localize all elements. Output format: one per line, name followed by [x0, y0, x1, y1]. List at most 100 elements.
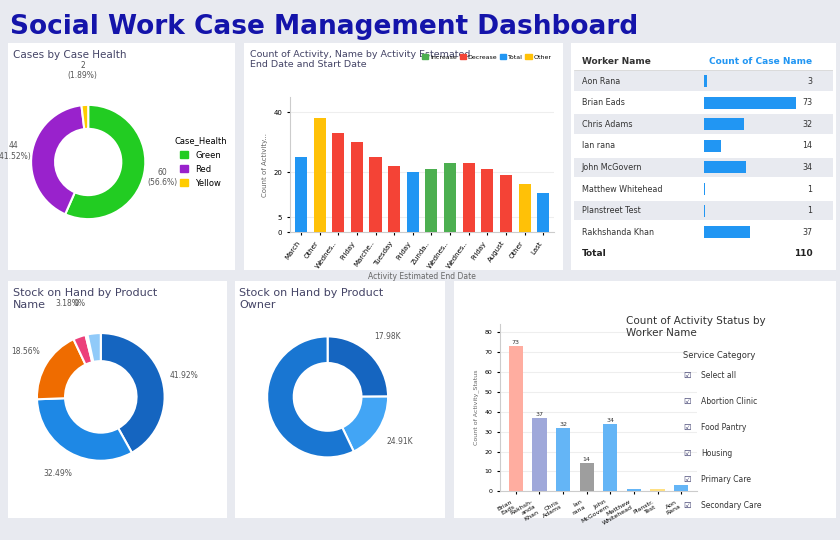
Text: ☑: ☑	[683, 372, 690, 380]
Text: 3.18%: 3.18%	[55, 299, 80, 308]
Legend: Increase, Decrease, Total, Other: Increase, Decrease, Total, Other	[420, 52, 554, 62]
Wedge shape	[328, 336, 388, 397]
Text: 110: 110	[794, 249, 812, 258]
Text: 73: 73	[512, 340, 520, 345]
Text: Social Work Case Management Dashboard: Social Work Case Management Dashboard	[10, 14, 638, 39]
Text: 41.92%: 41.92%	[170, 371, 198, 380]
FancyBboxPatch shape	[574, 93, 833, 112]
Bar	[650, 489, 664, 491]
Text: Total: Total	[581, 249, 606, 258]
FancyBboxPatch shape	[704, 183, 705, 195]
Bar	[332, 133, 344, 232]
Bar	[351, 142, 363, 232]
Y-axis label: Count of Activity_Status: Count of Activity_Status	[473, 370, 479, 446]
Bar	[518, 184, 531, 232]
FancyBboxPatch shape	[574, 222, 833, 242]
Text: 32.49%: 32.49%	[43, 469, 72, 478]
Text: 73: 73	[802, 98, 812, 107]
Text: 18.56%: 18.56%	[11, 347, 39, 356]
FancyBboxPatch shape	[704, 205, 705, 217]
Text: Brian Eads: Brian Eads	[581, 98, 624, 107]
Text: Matthew Whitehead: Matthew Whitehead	[581, 185, 662, 193]
X-axis label: Activity Estimated End Date: Activity Estimated End Date	[368, 272, 476, 281]
Text: John McGovern: John McGovern	[581, 163, 642, 172]
Text: 1: 1	[807, 206, 812, 215]
Wedge shape	[74, 335, 92, 365]
Text: ☑: ☑	[683, 449, 690, 458]
Bar	[537, 193, 549, 232]
Wedge shape	[81, 105, 88, 129]
Bar	[627, 489, 641, 491]
Text: Cases by Case Health: Cases by Case Health	[13, 50, 127, 60]
FancyBboxPatch shape	[574, 158, 833, 177]
Bar	[556, 428, 570, 491]
Text: 24.91K: 24.91K	[386, 437, 412, 447]
Legend: Green, Red, Yellow: Green, Red, Yellow	[171, 133, 230, 191]
Bar	[580, 463, 594, 491]
Text: Select all: Select all	[701, 372, 737, 380]
Bar	[500, 175, 512, 232]
Wedge shape	[87, 333, 101, 362]
Text: 14: 14	[583, 457, 591, 462]
FancyBboxPatch shape	[574, 201, 833, 220]
Bar	[388, 166, 400, 232]
FancyBboxPatch shape	[704, 97, 795, 109]
FancyBboxPatch shape	[574, 136, 833, 156]
Text: Count of Activity Status by
Worker Name: Count of Activity Status by Worker Name	[626, 316, 765, 338]
Text: 2
(1.89%): 2 (1.89%)	[68, 61, 97, 80]
Text: Stock on Hand by Product
Owner: Stock on Hand by Product Owner	[239, 288, 384, 309]
FancyBboxPatch shape	[704, 118, 744, 130]
Text: Aon Rana: Aon Rana	[581, 77, 620, 85]
Text: Primary Care: Primary Care	[701, 475, 752, 484]
Text: 1: 1	[807, 185, 812, 193]
Text: ☑: ☑	[683, 397, 690, 406]
Text: Planstreet Test: Planstreet Test	[581, 206, 640, 215]
Text: 34: 34	[802, 163, 812, 172]
Wedge shape	[31, 105, 84, 214]
Text: 44
(41.52%): 44 (41.52%)	[0, 141, 31, 160]
Bar	[509, 346, 523, 491]
Text: Rakhshanda Khan: Rakhshanda Khan	[581, 228, 654, 237]
FancyBboxPatch shape	[574, 114, 833, 134]
Wedge shape	[37, 339, 86, 399]
Text: 17.98K: 17.98K	[374, 332, 401, 341]
Text: 37: 37	[535, 411, 543, 417]
Bar	[370, 157, 381, 232]
Text: Housing: Housing	[701, 449, 732, 458]
Wedge shape	[267, 336, 354, 457]
Text: Worker Name: Worker Name	[581, 57, 650, 66]
Wedge shape	[342, 396, 388, 451]
Text: 34: 34	[606, 417, 614, 423]
Text: 60
(56.6%): 60 (56.6%)	[147, 168, 177, 187]
Text: Chris Adams: Chris Adams	[581, 120, 632, 129]
Bar	[481, 169, 493, 232]
Text: Service Category: Service Category	[683, 350, 755, 360]
Bar	[674, 485, 688, 491]
FancyBboxPatch shape	[704, 140, 722, 152]
Text: 32: 32	[559, 422, 567, 427]
Text: Count of Case Name: Count of Case Name	[709, 57, 811, 66]
Text: ☑: ☑	[683, 423, 690, 432]
Bar	[603, 423, 617, 491]
Text: 0%: 0%	[73, 299, 86, 308]
Text: Ian rana: Ian rana	[581, 141, 615, 150]
Bar	[313, 118, 326, 232]
Wedge shape	[101, 333, 165, 453]
Text: Stock on Hand by Product
Name: Stock on Hand by Product Name	[13, 288, 157, 309]
Wedge shape	[66, 105, 145, 219]
FancyBboxPatch shape	[704, 161, 747, 173]
Bar	[533, 417, 547, 491]
Text: 14: 14	[802, 141, 812, 150]
Text: Count of Activity, Name by Activity Estemated
End Date and Start Date: Count of Activity, Name by Activity Este…	[250, 50, 470, 70]
Wedge shape	[37, 398, 132, 461]
FancyBboxPatch shape	[704, 75, 707, 87]
Bar	[463, 163, 475, 232]
Text: Abortion Clinic: Abortion Clinic	[701, 397, 758, 406]
Text: ☑: ☑	[683, 501, 690, 510]
Text: ☑: ☑	[683, 475, 690, 484]
Bar	[425, 169, 438, 232]
FancyBboxPatch shape	[574, 71, 833, 91]
Text: 37: 37	[802, 228, 812, 237]
FancyBboxPatch shape	[574, 244, 833, 264]
Bar	[295, 157, 307, 232]
